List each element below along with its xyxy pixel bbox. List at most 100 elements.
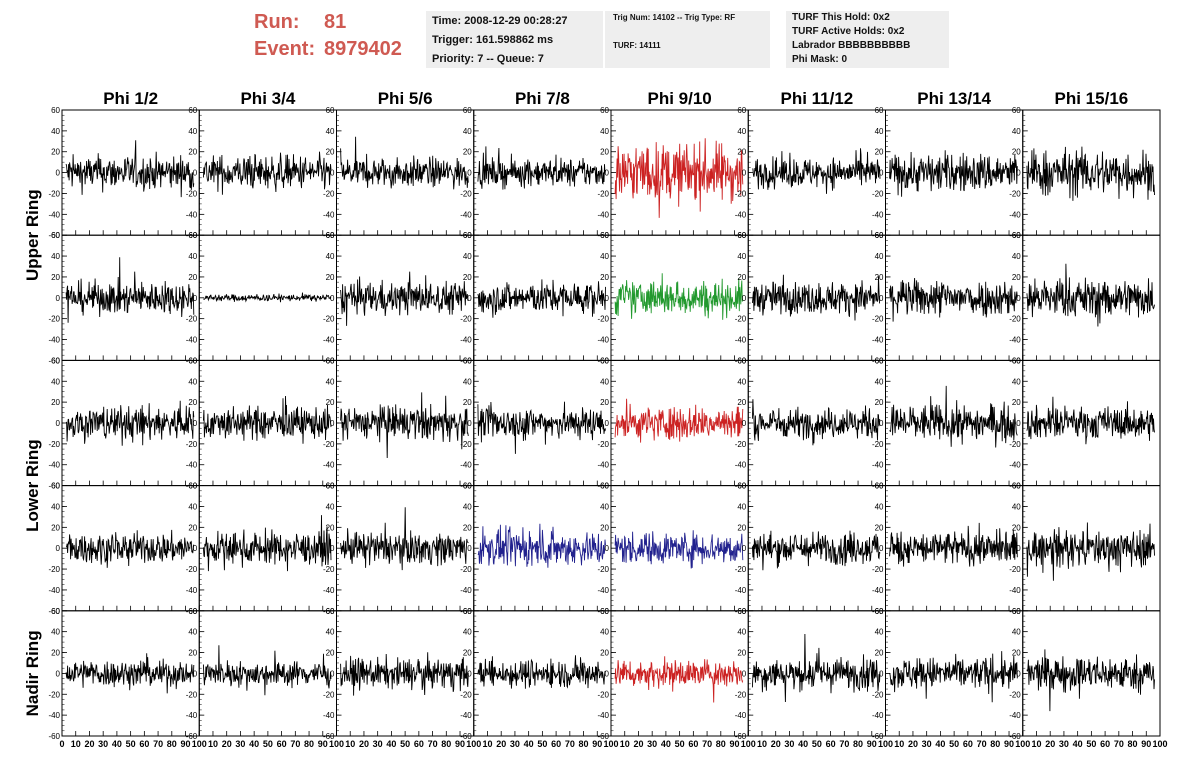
y-tick-label: 0 [605,669,610,678]
y-tick-label: 20 [188,273,197,282]
column-title: Phi 7/8 [515,89,570,108]
waveform-trace [889,385,1018,448]
waveform-trace [202,395,332,444]
x-tick-label: 80 [167,739,177,749]
y-tick-label: -40 [460,336,472,345]
y-tick-label: -20 [597,440,609,449]
y-tick-label: -40 [597,461,609,470]
ring-label: Lower Ring [23,439,42,532]
y-tick-label: 40 [1012,628,1021,637]
y-tick-label: 0 [56,544,61,553]
priority-text: Priority: 7 -- Queue: 7 [432,53,544,65]
waveform-trace [1026,649,1155,712]
y-tick-label: -40 [872,586,884,595]
y-tick-label: 0 [193,669,198,678]
y-tick-label: 60 [51,607,60,616]
x-tick-label: 50 [949,739,959,749]
run-label: Run: [254,11,300,33]
x-tick-label: 80 [304,739,314,749]
y-tick-label: -40 [735,711,747,720]
x-tick-label: 0 [59,739,64,749]
y-tick-label: 60 [326,607,335,616]
y-tick-label: -40 [323,210,335,219]
x-tick-label: 60 [1100,739,1110,749]
x-tick-label: 70 [977,739,987,749]
waveform-trace [1026,146,1155,201]
y-tick-label: -60 [48,732,60,741]
y-tick-label: -20 [872,315,884,324]
x-tick-label: 10 [894,739,904,749]
y-tick-label: -60 [1009,607,1021,616]
y-tick-label: 40 [463,377,472,386]
y-tick-label: -40 [323,461,335,470]
y-tick-label: -60 [186,607,198,616]
y-tick-label: 40 [737,252,746,261]
y-tick-label: -60 [186,732,198,741]
y-tick-label: 0 [467,544,472,553]
x-tick-label: 100 [466,739,481,749]
x-tick-label: 70 [428,739,438,749]
event-value: 8979402 [324,38,402,60]
waveform-trace [66,529,195,568]
x-tick-label: 10 [1031,739,1041,749]
y-tick-label: 40 [188,377,197,386]
y-tick-label: -20 [597,189,609,198]
y-tick-label: 40 [188,628,197,637]
x-tick-label: 20 [1045,739,1055,749]
y-tick-label: 60 [188,607,197,616]
y-tick-label: 20 [600,649,609,658]
y-tick-label: 60 [188,231,197,240]
y-tick-label: -20 [1009,690,1021,699]
trig-num-box: Trig Num: 14102 -- Trig Type: RF TURF: 1… [605,11,770,68]
y-tick-label: 40 [188,252,197,261]
y-tick-label: 0 [467,169,472,178]
waveform-trace [340,507,469,571]
y-tick-label: -60 [735,231,747,240]
y-tick-label: -60 [872,607,884,616]
waveform-trace [614,656,744,703]
y-tick-label: 60 [51,482,60,491]
y-tick-label: 40 [875,252,884,261]
x-tick-label: 20 [908,739,918,749]
y-tick-label: 20 [600,148,609,157]
ring-label: Upper Ring [23,189,42,281]
y-tick-label: 0 [879,669,884,678]
waveform-trace [202,151,332,195]
y-tick-label: -20 [872,440,884,449]
y-tick-label: -40 [1009,711,1021,720]
x-tick-label: 100 [603,739,618,749]
event-label: Event: [254,38,316,60]
y-tick-label: 40 [188,502,197,511]
x-tick-label: 100 [741,739,756,749]
y-tick-label: 60 [463,607,472,616]
x-tick-label: 20 [633,739,643,749]
labrador-text: Labrador BBBBBBBBBB [792,40,911,51]
y-tick-label: 20 [600,273,609,282]
y-tick-label: 20 [1012,398,1021,407]
y-tick-label: 20 [188,148,197,157]
y-tick-label: 0 [193,419,198,428]
y-tick-label: -20 [1009,440,1021,449]
y-tick-label: -40 [186,210,198,219]
y-tick-label: -60 [597,607,609,616]
run-event-block: Run: 81 Event: 8979402 [254,9,402,63]
y-tick-label: 40 [737,502,746,511]
column-title: Phi 3/4 [240,89,295,108]
y-tick-label: 0 [879,294,884,303]
y-tick-label: 60 [875,231,884,240]
y-tick-label: 40 [600,502,609,511]
x-tick-label: 70 [702,739,712,749]
x-tick-label: 60 [139,739,149,749]
y-tick-label: -40 [1009,336,1021,345]
y-tick-label: 20 [51,649,60,658]
y-tick-label: 60 [51,356,60,365]
